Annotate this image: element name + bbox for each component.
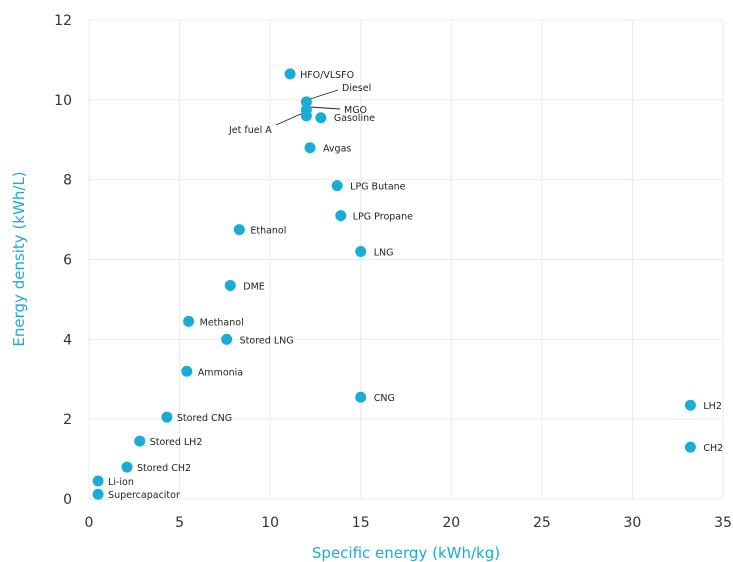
point-label: LPG Propane bbox=[353, 212, 413, 223]
x-tick-label: 20 bbox=[442, 515, 460, 531]
point-label: Diesel bbox=[342, 83, 371, 94]
point-label: Jet fuel A bbox=[228, 125, 272, 136]
data-point bbox=[300, 96, 312, 108]
y-tick-label: 8 bbox=[63, 173, 72, 189]
grid bbox=[88, 19, 724, 500]
x-tick-label: 5 bbox=[175, 515, 184, 531]
point-label: Stored CNG bbox=[177, 413, 232, 424]
x-tick-label: 0 bbox=[85, 515, 94, 531]
axis-ticks: 0 5 10 15 20 25 30 35 0 2 4 6 8 10 12 bbox=[54, 13, 732, 531]
point-label: Stored CH2 bbox=[137, 463, 191, 474]
leader-line bbox=[309, 106, 341, 110]
x-axis-title: Specific energy (kWh/kg) bbox=[312, 544, 500, 562]
point-label: CNG bbox=[374, 393, 395, 404]
data-point bbox=[300, 110, 312, 122]
point-label: LH2 bbox=[703, 401, 721, 412]
y-tick-label: 12 bbox=[54, 13, 72, 29]
x-tick-label: 30 bbox=[624, 515, 642, 531]
point-label: Supercapacitor bbox=[108, 490, 180, 501]
x-tick-label: 35 bbox=[714, 515, 732, 531]
data-point bbox=[684, 441, 696, 453]
data-point bbox=[92, 475, 104, 487]
point-label: LNG bbox=[374, 248, 394, 259]
y-tick-label: 2 bbox=[63, 412, 72, 428]
point-label: CH2 bbox=[703, 443, 723, 454]
data-point bbox=[284, 68, 296, 80]
point-label: Li-ion bbox=[108, 477, 134, 488]
data-points bbox=[92, 68, 696, 500]
point-label: Stored LH2 bbox=[150, 437, 203, 448]
point-label: Avgas bbox=[323, 144, 351, 155]
data-point bbox=[355, 391, 367, 403]
point-label: Gasoline bbox=[334, 113, 375, 124]
x-tick-label: 10 bbox=[261, 515, 279, 531]
point-label: DME bbox=[243, 281, 265, 292]
data-point bbox=[183, 315, 195, 327]
x-tick-label: 25 bbox=[533, 515, 551, 531]
leader-lines bbox=[275, 89, 341, 126]
data-point bbox=[224, 279, 236, 291]
leader-line bbox=[309, 89, 339, 100]
data-point bbox=[335, 210, 347, 222]
x-tick-label: 15 bbox=[352, 515, 370, 531]
y-tick-label: 10 bbox=[54, 93, 72, 109]
point-labels: HFO/VLSFO Diesel MGO Jet fuel A Gasoline Avga… bbox=[108, 70, 723, 501]
data-point bbox=[684, 399, 696, 411]
point-label: LPG Butane bbox=[350, 182, 406, 193]
y-tick-label: 0 bbox=[63, 492, 72, 508]
data-point bbox=[233, 224, 245, 236]
data-point bbox=[181, 365, 193, 377]
point-label: Methanol bbox=[200, 317, 244, 328]
point-label: MGO bbox=[344, 105, 367, 116]
data-point bbox=[92, 488, 104, 500]
y-axis-title: Energy density (kWh/L) bbox=[10, 171, 28, 346]
point-label: HFO/VLSFO bbox=[300, 70, 354, 81]
point-label: Ethanol bbox=[250, 226, 286, 237]
data-point bbox=[304, 142, 316, 154]
data-point bbox=[121, 461, 133, 473]
data-point bbox=[221, 333, 233, 345]
data-point bbox=[315, 112, 327, 124]
y-tick-label: 6 bbox=[63, 253, 72, 269]
data-point bbox=[161, 411, 173, 423]
y-tick-label: 4 bbox=[63, 332, 72, 348]
data-point bbox=[331, 180, 343, 192]
data-point bbox=[355, 246, 367, 258]
point-label: Ammonia bbox=[198, 367, 243, 378]
leader-line bbox=[275, 112, 304, 126]
point-label: Stored LNG bbox=[240, 335, 294, 346]
data-point bbox=[134, 435, 146, 447]
